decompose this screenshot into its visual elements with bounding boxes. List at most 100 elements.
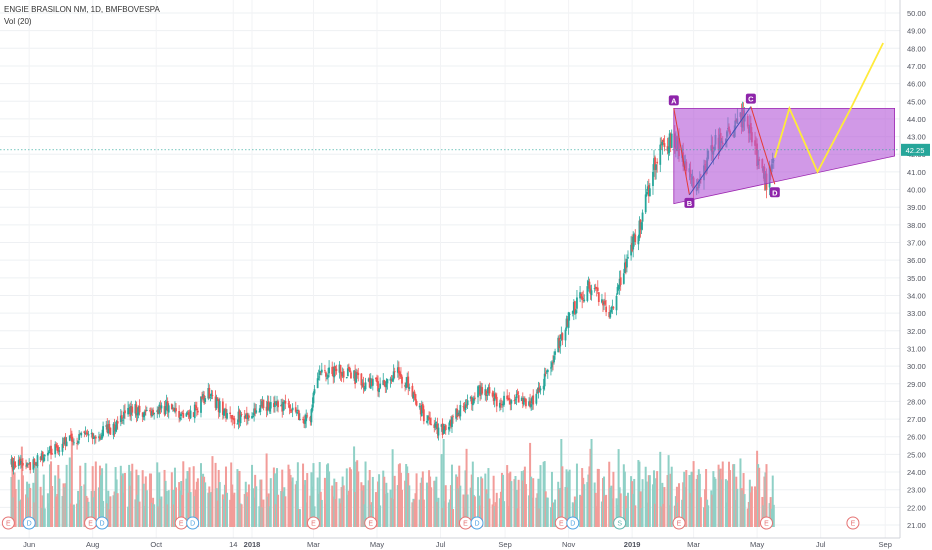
dividend-marker[interactable]: D bbox=[566, 516, 580, 530]
candle bbox=[590, 284, 593, 301]
volume-bar bbox=[575, 463, 578, 527]
candle bbox=[124, 403, 126, 419]
dividend-marker[interactable]: D bbox=[95, 516, 109, 530]
candle bbox=[84, 426, 87, 436]
triangle-pattern[interactable] bbox=[673, 107, 895, 205]
candle bbox=[588, 278, 591, 293]
price-axis[interactable]: 21.00 22.00 23.00 24.00 25.00 26.00 27.00 28.00… bbox=[899, 0, 932, 550]
candle bbox=[166, 397, 169, 417]
candle bbox=[218, 397, 221, 417]
volume-bar bbox=[739, 458, 742, 527]
pattern-point-c[interactable]: C bbox=[745, 93, 756, 104]
y-tick-label: 46.00 bbox=[907, 80, 926, 89]
volume-bar bbox=[481, 478, 484, 527]
earnings-marker[interactable]: E bbox=[306, 516, 320, 530]
volume-bar bbox=[539, 465, 542, 527]
volume-bar bbox=[136, 494, 139, 527]
volume-bar bbox=[611, 498, 614, 527]
volume-bar bbox=[239, 503, 242, 527]
svg-text:E: E bbox=[463, 521, 468, 528]
candle bbox=[167, 403, 170, 419]
candle bbox=[603, 298, 605, 311]
dividend-marker[interactable]: D bbox=[470, 516, 484, 530]
volume-bar bbox=[768, 503, 771, 527]
candle bbox=[11, 456, 14, 472]
volume-bar bbox=[163, 469, 166, 527]
volume-bar bbox=[302, 463, 305, 527]
candle bbox=[392, 364, 395, 383]
volume-bar bbox=[472, 494, 475, 527]
candle bbox=[73, 438, 75, 446]
volume-bar bbox=[718, 469, 721, 527]
volume-bar bbox=[498, 498, 501, 527]
candle bbox=[391, 375, 394, 383]
volume-bar bbox=[90, 491, 93, 527]
candle bbox=[508, 392, 511, 405]
candle bbox=[187, 410, 190, 419]
candle bbox=[559, 334, 562, 354]
candle bbox=[662, 138, 665, 145]
volume-bar bbox=[582, 477, 585, 527]
volume-bar bbox=[123, 472, 126, 527]
candle bbox=[522, 396, 525, 407]
candle bbox=[420, 400, 423, 417]
volume-bar bbox=[639, 491, 642, 527]
volume-bar bbox=[129, 485, 132, 527]
volume-bar bbox=[57, 464, 60, 527]
dividend-marker[interactable]: D bbox=[22, 516, 36, 530]
volume-bar bbox=[720, 479, 723, 527]
candle bbox=[486, 387, 489, 401]
earnings-marker[interactable]: E bbox=[364, 516, 378, 530]
volume-bar bbox=[625, 508, 628, 527]
volume-bar bbox=[393, 475, 396, 527]
split-marker[interactable]: S bbox=[613, 516, 627, 530]
candle bbox=[638, 216, 641, 241]
earnings-marker[interactable]: E bbox=[174, 516, 188, 530]
time-axis[interactable]: Jun Aug Oct 14 2018 Mar May Jul Sep Nov 2019 Mar May… bbox=[0, 537, 900, 550]
volume-bar bbox=[317, 493, 320, 527]
earnings-marker[interactable]: E bbox=[84, 516, 98, 530]
y-tick-label: 44.00 bbox=[907, 115, 926, 124]
pattern-point-d[interactable]: D bbox=[769, 187, 780, 198]
projection-path[interactable] bbox=[773, 42, 884, 174]
candle bbox=[238, 408, 241, 428]
earnings-marker[interactable]: E bbox=[554, 516, 568, 530]
earnings-marker[interactable]: E bbox=[846, 516, 860, 530]
candle bbox=[516, 388, 519, 395]
candle bbox=[86, 429, 89, 436]
candle bbox=[319, 371, 322, 376]
volume-bar bbox=[567, 471, 570, 527]
volume-bar bbox=[764, 472, 767, 527]
x-tick-label: Sep bbox=[498, 540, 511, 549]
y-tick-label: 23.00 bbox=[907, 486, 926, 495]
earnings-marker[interactable]: E bbox=[1, 516, 15, 530]
pattern-point-a[interactable]: A bbox=[668, 95, 679, 106]
earnings-marker[interactable]: E bbox=[672, 516, 686, 530]
candle bbox=[426, 415, 428, 424]
candle bbox=[13, 456, 16, 470]
candle bbox=[485, 389, 488, 402]
earnings-marker[interactable]: E bbox=[459, 516, 473, 530]
volume-bar bbox=[404, 480, 407, 527]
dividend-marker[interactable]: D bbox=[186, 516, 200, 530]
volume-bar bbox=[203, 476, 206, 527]
candle bbox=[306, 412, 309, 419]
volume-bar bbox=[27, 497, 30, 527]
candle bbox=[346, 364, 349, 377]
candle bbox=[231, 414, 234, 426]
candle bbox=[100, 432, 102, 440]
candle bbox=[596, 280, 599, 294]
pattern-point-b[interactable]: B bbox=[684, 197, 695, 208]
volume-bar bbox=[704, 489, 707, 527]
candle bbox=[457, 410, 460, 417]
volume-bar bbox=[641, 479, 644, 527]
earnings-marker[interactable]: E bbox=[759, 516, 773, 530]
candle bbox=[367, 377, 370, 383]
candle bbox=[57, 445, 60, 455]
volume-bar bbox=[130, 471, 133, 527]
candle bbox=[181, 410, 184, 415]
candle bbox=[414, 393, 417, 405]
candle bbox=[26, 462, 28, 468]
volume-bar bbox=[94, 461, 97, 527]
